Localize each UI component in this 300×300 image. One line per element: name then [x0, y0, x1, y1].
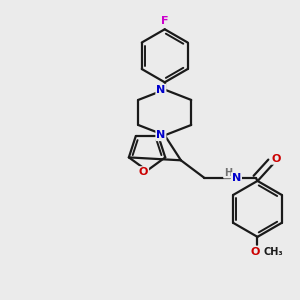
Text: CH₃: CH₃	[264, 247, 284, 256]
Text: O: O	[271, 154, 281, 164]
Text: O: O	[250, 247, 260, 256]
Text: N: N	[232, 173, 241, 183]
Text: N: N	[156, 130, 166, 140]
Text: O: O	[139, 167, 148, 177]
Text: H: H	[224, 168, 232, 178]
Text: F: F	[161, 16, 169, 26]
Text: N: N	[156, 85, 166, 94]
